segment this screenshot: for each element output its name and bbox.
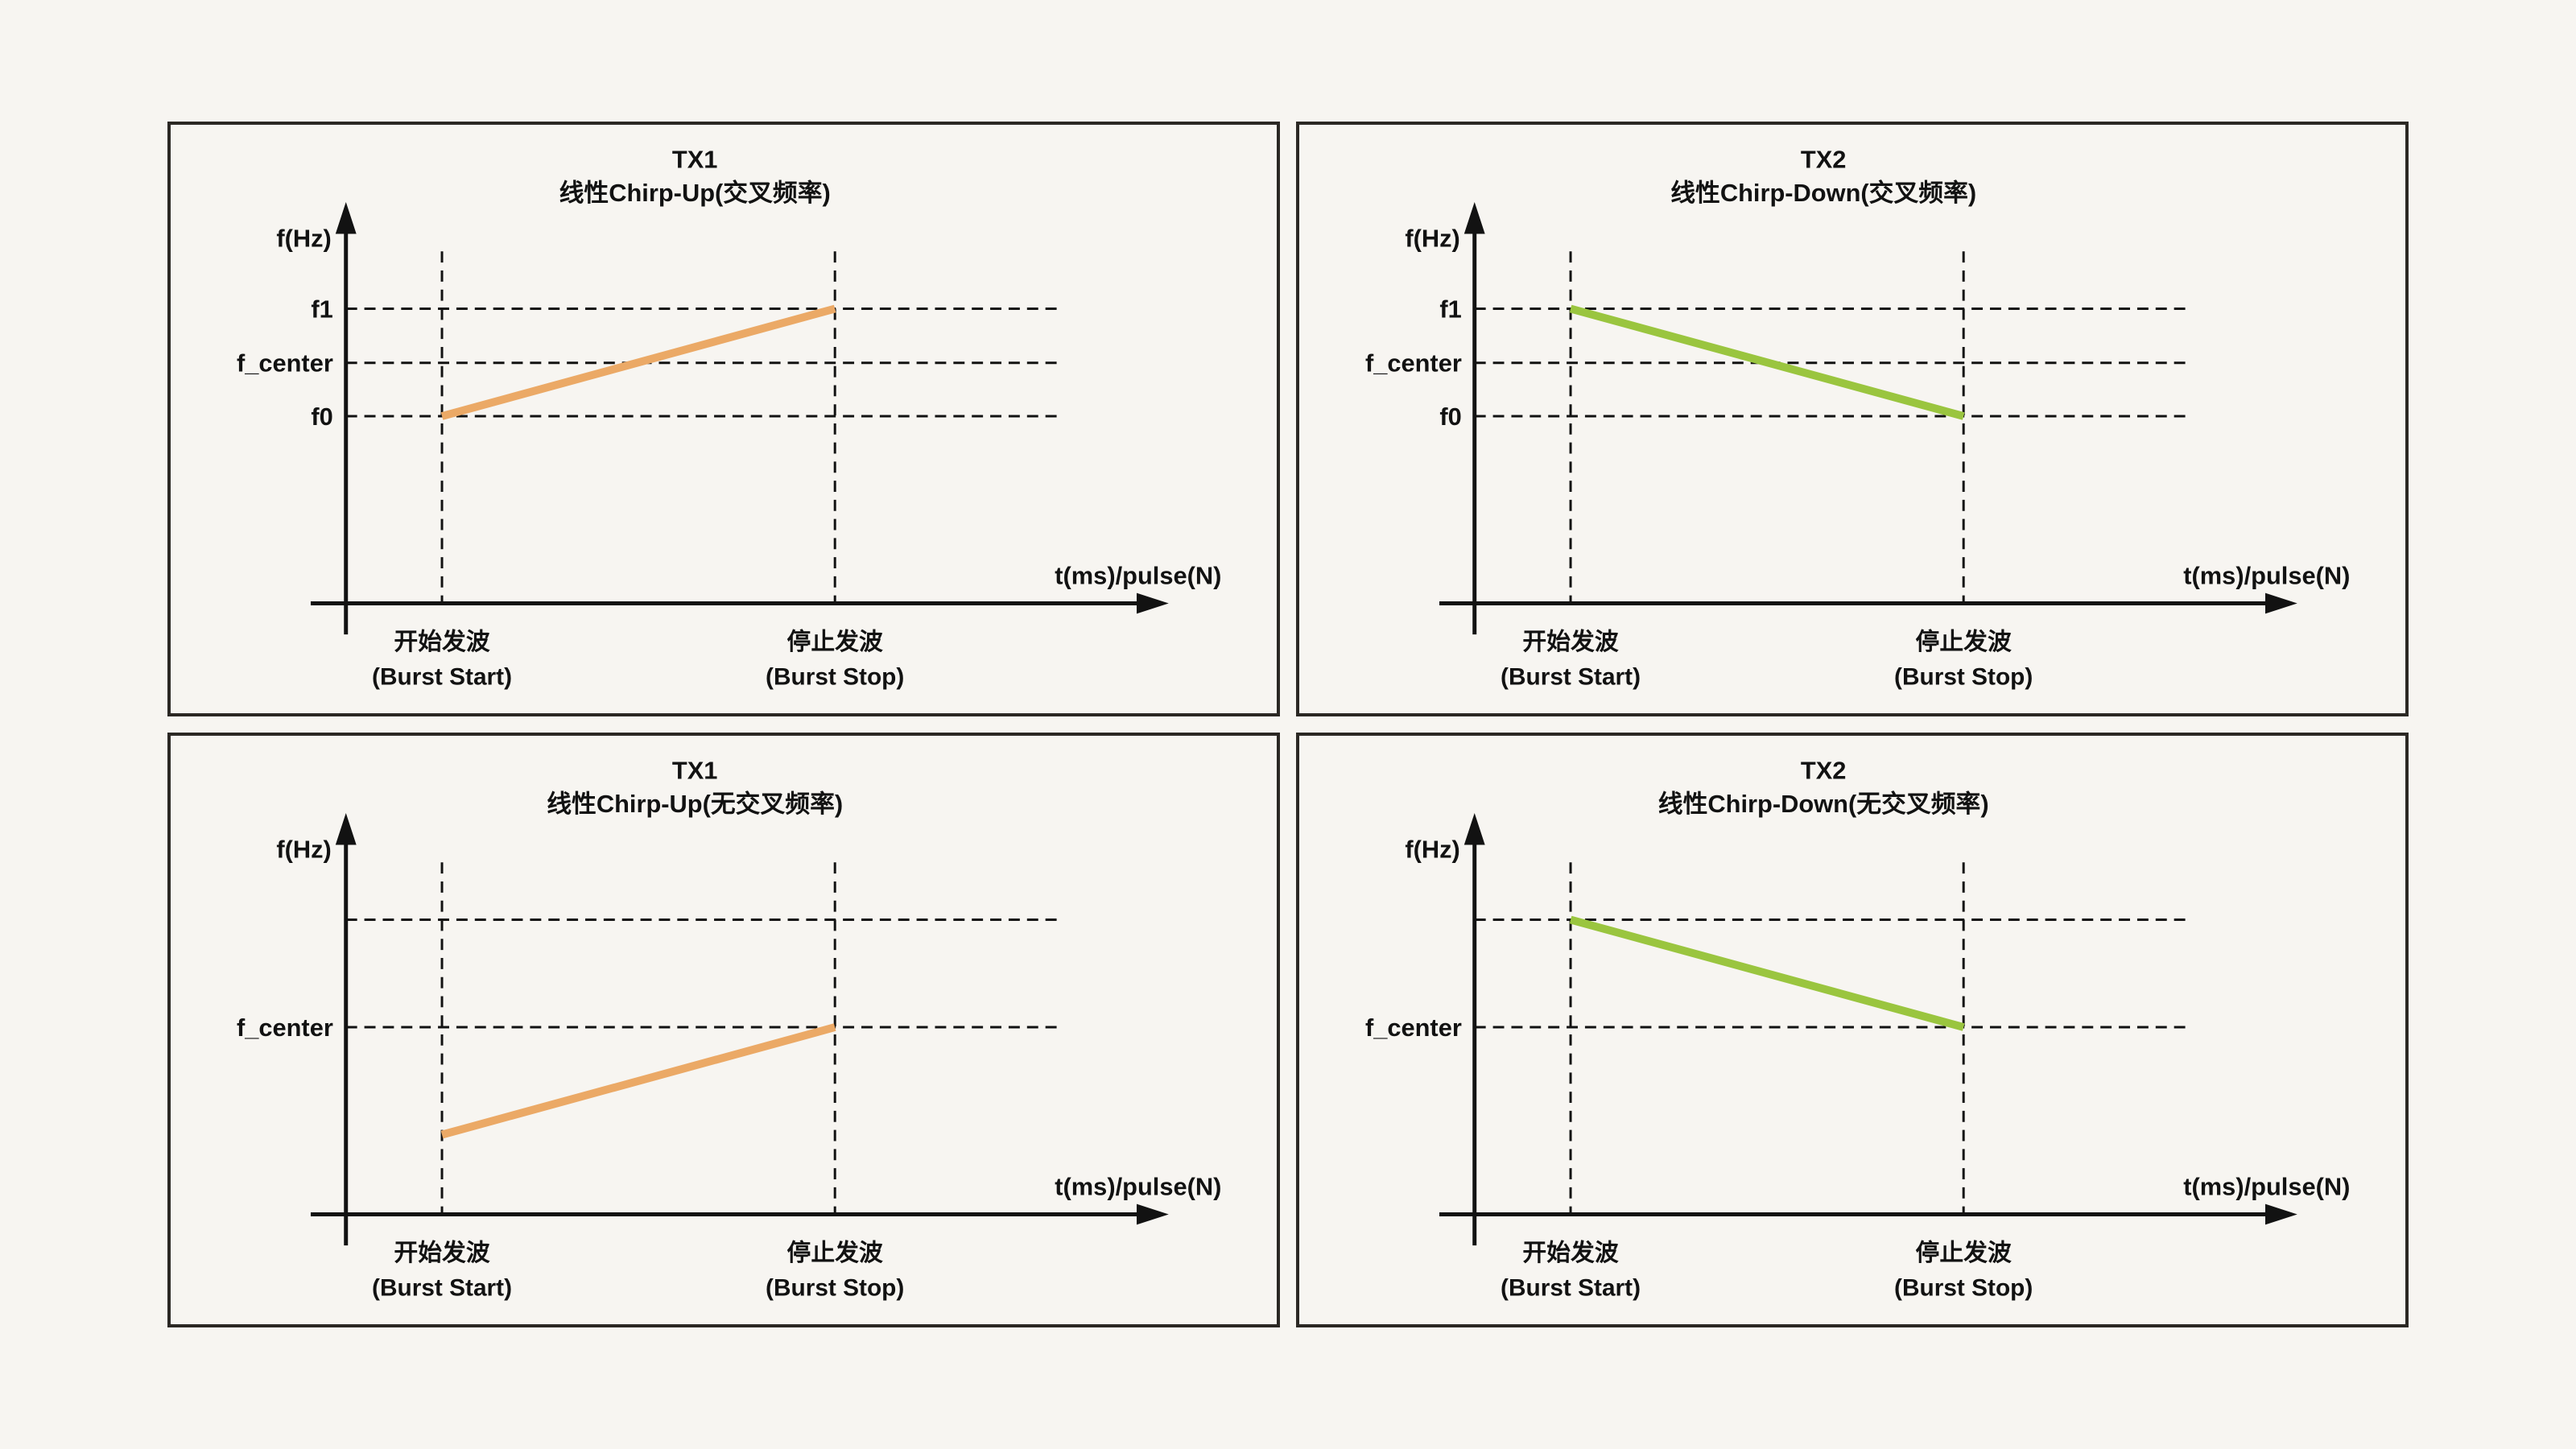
x-tick-en-burst_start: (Burst Start) [1501,1274,1641,1301]
panel-tx2-noncrossed: TX2 线性Chirp-Down(无交叉频率) f(Hz) t(ms)/pulse(N… [1296,733,2409,1327]
x-tick-en-burst_start: (Burst Start) [372,663,512,690]
x-tick-en-burst_stop: (Burst Stop) [766,1274,904,1301]
x-tick-zh-burst_start: 开始发波 [394,1240,490,1266]
y-tick-f0: f0 [311,402,332,431]
y-axis-label: f(Hz) [1405,224,1459,252]
x-tick-en-burst_start: (Burst Start) [1501,663,1641,690]
y-tick-f_center: f_center [237,349,333,378]
chirp-line-up [440,1023,836,1139]
panel-title: TX1 [672,145,718,173]
x-axis-label: t(ms)/pulse(N) [1055,562,1221,590]
chirp-line-up [440,304,836,420]
y-axis-label: f(Hz) [1405,835,1459,863]
panel-subtitle: 线性Chirp-Down(交叉频率) [1670,179,1976,207]
y-axis-label: f(Hz) [276,835,331,863]
x-tick-zh-burst_start: 开始发波 [394,629,490,655]
y-axis-arrowhead-icon [1463,201,1485,234]
chirp-line-down [1569,304,1965,420]
panel-title: TX2 [1801,756,1847,784]
y-tick-f_center: f_center [237,1013,333,1042]
x-axis-label: t(ms)/pulse(N) [2183,1173,2350,1201]
x-tick-zh-burst_stop: 停止发波 [1916,1240,2013,1266]
panel-canvas: TX2 线性Chirp-Down(无交叉频率) f(Hz) t(ms)/pulse(N… [1365,756,2350,1301]
y-axis-label: f(Hz) [276,224,331,252]
panel-title: TX1 [672,756,718,784]
y-axis-arrowhead-icon [1463,812,1485,845]
x-tick-en-burst_start: (Burst Start) [372,1274,512,1301]
panel-subtitle: 线性Chirp-Up(无交叉频率) [547,790,843,818]
x-tick-en-burst_stop: (Burst Stop) [766,663,904,690]
panel-subtitle: 线性Chirp-Down(无交叉频率) [1658,790,1989,818]
x-tick-zh-burst_start: 开始发波 [1522,1240,1619,1266]
panel-tx1-crossed: TX1 线性Chirp-Up(交叉频率) f(Hz) t(ms)/pulse(N) 开始… [167,122,1280,716]
panel-tx2-crossed: TX2 线性Chirp-Down(交叉频率) f(Hz) t(ms)/pulse(N)… [1296,122,2409,716]
x-tick-zh-burst_stop: 停止发波 [1916,629,2013,655]
x-tick-en-burst_stop: (Burst Stop) [1894,663,2033,690]
panel-canvas: TX1 线性Chirp-Up(交叉频率) f(Hz) t(ms)/pulse(N) 开始… [237,145,1221,690]
y-axis-arrowhead-icon [335,201,357,234]
x-tick-en-burst_stop: (Burst Stop) [1894,1274,2033,1301]
y-tick-f0: f0 [1439,402,1461,431]
y-tick-f1: f1 [1439,295,1461,323]
panel-subtitle: 线性Chirp-Up(交叉频率) [559,179,831,207]
x-tick-zh-burst_stop: 停止发波 [787,1240,884,1266]
panel-canvas: TX1 线性Chirp-Up(无交叉频率) f(Hz) t(ms)/pulse(N) 开… [237,756,1221,1301]
x-axis-arrowhead-icon [1137,592,1169,614]
x-axis-label: t(ms)/pulse(N) [2183,562,2350,590]
panel-canvas: TX2 线性Chirp-Down(交叉频率) f(Hz) t(ms)/pulse(N)… [1365,145,2350,690]
x-axis-arrowhead-icon [1137,1203,1169,1225]
y-tick-f_center: f_center [1365,1013,1462,1042]
x-axis-label: t(ms)/pulse(N) [1055,1173,1221,1201]
panel-title: TX2 [1801,145,1847,173]
y-axis-arrowhead-icon [335,812,357,845]
x-tick-zh-burst_start: 开始发波 [1522,629,1619,655]
panel-tx1-noncrossed: TX1 线性Chirp-Up(无交叉频率) f(Hz) t(ms)/pulse(N) 开… [167,733,1280,1327]
x-tick-zh-burst_stop: 停止发波 [787,629,884,655]
x-axis-arrowhead-icon [2265,592,2297,614]
chirp-line-down [1569,915,1965,1031]
x-axis-arrowhead-icon [2265,1203,2297,1225]
y-tick-f_center: f_center [1365,349,1462,378]
y-tick-f1: f1 [311,295,332,323]
